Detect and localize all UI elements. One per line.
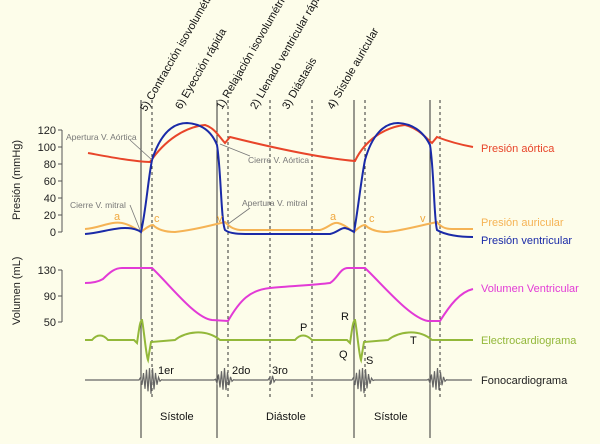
ecg-p: P — [300, 322, 307, 334]
ecg-s: S — [366, 355, 373, 367]
ecg-curve — [85, 318, 473, 364]
heart-sound-2: 2do — [232, 365, 250, 377]
tick-100: 100 — [38, 142, 56, 154]
ventricular-volume-curve — [84, 267, 474, 323]
phonocardiogram-curve — [85, 367, 472, 394]
heart-sound-3: 3ro — [272, 365, 288, 377]
period-systole: Sístole — [160, 411, 194, 423]
period-diastole: Diástole — [266, 411, 306, 423]
legend-ecg: Electrocardiograma — [481, 335, 577, 347]
annotation-mitral-open: Apertura V. mitral — [242, 198, 307, 208]
annotation-aortic-open: Apertura V. Aórtica — [66, 132, 137, 142]
wave-a: a — [114, 211, 121, 223]
tick-80: 80 — [44, 159, 56, 171]
tick-60: 60 — [44, 176, 56, 188]
legend-phonocardiogram: Fonocardiograma — [481, 375, 568, 387]
tick-120: 120 — [38, 125, 56, 137]
ventricular-pressure-curve — [84, 121, 474, 238]
wave-c: c — [369, 213, 375, 225]
phase-label: 4) Sístole auricular — [325, 26, 381, 112]
tick-50: 50 — [44, 317, 56, 329]
wave-v: v — [217, 213, 223, 225]
legend-ventricular-volume: Volumen Ventricular — [481, 283, 579, 295]
ecg-r: R — [341, 311, 349, 323]
period-systole: Sístole — [374, 411, 408, 423]
tick-90: 90 — [44, 291, 56, 303]
ecg-t: T — [410, 335, 417, 347]
annotation-mitral-close: Cierre V. mitral — [70, 200, 126, 210]
legend-ventricular-pressure: Presión ventricular — [481, 235, 572, 247]
wave-a: a — [330, 211, 337, 223]
heart-sound-1: 1er — [158, 365, 174, 377]
tick-130: 130 — [38, 265, 56, 277]
tick-40: 40 — [44, 193, 56, 205]
wave-v: v — [420, 213, 426, 225]
legend-atrial-pressure: Presión auricular — [481, 217, 564, 229]
ecg-q: Q — [339, 349, 348, 361]
wave-c: c — [154, 213, 160, 225]
aortic-pressure-curve — [87, 123, 474, 164]
volume-axis-label: Volumen (mL) — [11, 257, 23, 325]
legend-aortic-pressure: Presión aórtica — [481, 143, 555, 155]
annotation-aortic-close: Cierre V. Aórtica — [248, 155, 309, 165]
tick-0: 0 — [50, 227, 56, 239]
tick-20: 20 — [44, 210, 56, 222]
pressure-axis-label: Presión (mmHg) — [11, 140, 23, 220]
